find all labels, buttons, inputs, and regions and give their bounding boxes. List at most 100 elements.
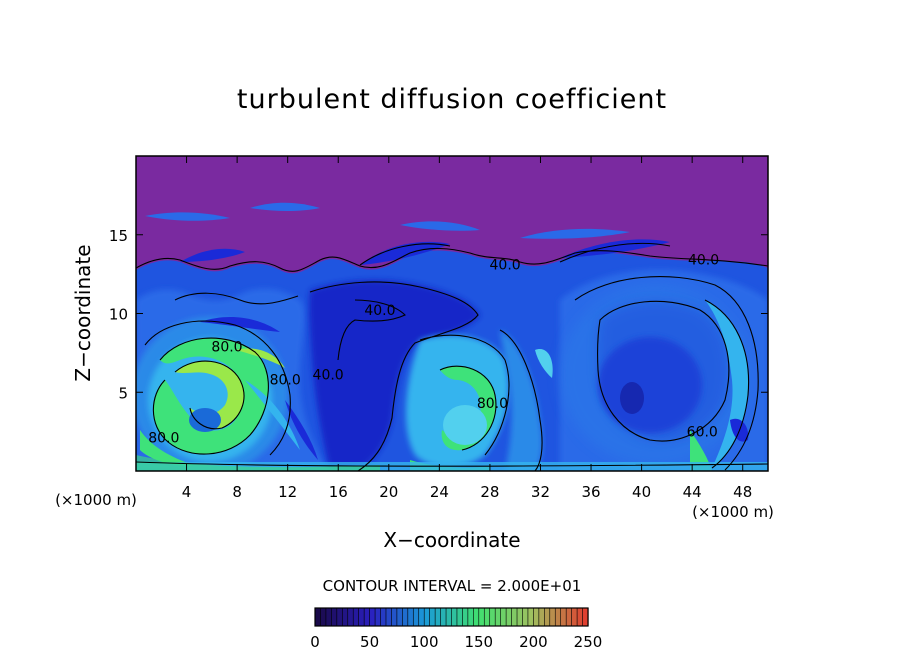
colorbar-cell: [407, 607, 414, 627]
contour-label: 80.0: [477, 396, 508, 412]
colorbar-frame: [314, 607, 589, 627]
contour-lines: [136, 242, 768, 471]
upper-filaments: [560, 239, 670, 258]
colorbar-cell: [341, 607, 349, 627]
contour-label: 80.0: [148, 431, 179, 447]
x-tick-label: 40: [632, 483, 651, 501]
colorbar-tick-label: 150: [464, 633, 493, 651]
x-tick-label: 24: [430, 483, 449, 501]
colorbar-tick-label: 250: [574, 633, 603, 651]
colorbar-cell: [571, 607, 578, 627]
colorbar-cell: [478, 607, 485, 627]
diffusion-field: [136, 156, 768, 471]
x-tick-label: 16: [329, 483, 348, 501]
shear-filament: [200, 317, 280, 332]
x-tick-label: 32: [531, 483, 550, 501]
colorbar-cell: [434, 607, 442, 627]
colorbar-cell: [314, 607, 322, 627]
colorbar-cell: [451, 607, 458, 627]
colorbar-cell: [533, 607, 540, 627]
y-tick-label: 10: [109, 306, 128, 324]
contour-label: 40.0: [364, 303, 395, 319]
x-unit-right: (×1000 m): [692, 503, 774, 521]
colorbar-cell: [352, 607, 360, 627]
colorbar-cell: [385, 607, 393, 627]
colorbar-cell: [391, 607, 398, 627]
colorbar-tick-label: 50: [360, 633, 379, 651]
colorbar-cell: [429, 607, 436, 627]
colorbar-cell: [505, 607, 513, 627]
colorbar-cell: [483, 607, 491, 627]
x-tick-label: 36: [581, 483, 600, 501]
x-tick-label: 44: [683, 483, 702, 501]
contour-label: 40.0: [688, 253, 719, 269]
upper-filaments: [400, 221, 480, 231]
y-tick-label: 15: [109, 227, 128, 245]
colorbar-cell: [369, 607, 376, 627]
chart-title: turbulent diffusion coefficient: [236, 84, 668, 115]
x-tick-label: 12: [278, 483, 297, 501]
colorbar-tick-label: 100: [410, 633, 439, 651]
surface-strip: [136, 455, 380, 471]
y-tick-label: 5: [118, 384, 128, 402]
colorbar-cell: [423, 607, 431, 627]
contour-interval-label: CONTOUR INTERVAL = 2.000E+01: [323, 577, 582, 595]
deep-blue-core: [309, 279, 480, 471]
contour-label: 40.0: [490, 257, 521, 273]
upper-filaments: [520, 228, 630, 239]
colorbar-cell: [576, 607, 584, 627]
colorbar-cell: [511, 607, 518, 627]
contour-label: 60.0: [687, 424, 718, 440]
colorbar-cell: [320, 607, 327, 627]
colorbar-cell: [402, 607, 409, 627]
colorbar-cell: [456, 607, 464, 627]
colorbar-cell: [560, 607, 567, 627]
colorbar-cell: [380, 607, 387, 627]
colorbar-cell: [544, 607, 551, 627]
x-tick-label: 8: [232, 483, 242, 501]
upper-filaments: [145, 212, 230, 221]
right-vortex: [560, 285, 750, 471]
colorbar-cell: [418, 607, 425, 627]
colorbar-cell: [549, 607, 556, 627]
x-unit-left: (×1000 m): [55, 491, 137, 509]
x-tick-label: 28: [480, 483, 499, 501]
contour-label: 80.0: [211, 339, 242, 355]
x-tick-label: 20: [379, 483, 398, 501]
upper-filaments: [250, 202, 320, 211]
colorbar-cell: [473, 607, 480, 627]
colorbar-cell: [358, 607, 365, 627]
colorbar-cell: [445, 607, 453, 627]
x-tick-label: 4: [182, 483, 192, 501]
colorbar-cell: [467, 607, 474, 627]
shear-filament: [285, 400, 318, 460]
colorbar-cell: [363, 607, 371, 627]
y-axis-label: Z−coordinate: [71, 244, 95, 381]
colorbar-cell: [396, 607, 403, 627]
colorbar-cell: [516, 607, 524, 627]
colorbar-cell: [336, 607, 343, 627]
upper-filaments: [180, 248, 245, 262]
colorbar-cell: [527, 607, 535, 627]
x-axis-label: X−coordinate: [383, 528, 520, 552]
cyan-band: [500, 330, 543, 471]
colorbar-cell: [412, 607, 420, 627]
contour-label: 80.0: [270, 372, 301, 388]
colorbar-cell: [489, 607, 496, 627]
colorbar-tick-label: 200: [519, 633, 548, 651]
colorbar-cell: [522, 607, 529, 627]
x-tick-label: 48: [733, 483, 752, 501]
colorbar-cell: [462, 607, 469, 627]
colorbar-cell: [325, 607, 332, 627]
upper-filaments: [360, 241, 450, 265]
contour-label: 40.0: [313, 368, 344, 384]
colorbar-cell: [440, 607, 447, 627]
colorbar-cell: [347, 607, 354, 627]
colorbar-cell: [331, 607, 338, 627]
colorbar-cell: [494, 607, 502, 627]
colorbar-cell: [538, 607, 545, 627]
colorbar-cell: [565, 607, 573, 627]
colorbar-cell: [374, 607, 382, 627]
colorbar-cell: [500, 607, 507, 627]
